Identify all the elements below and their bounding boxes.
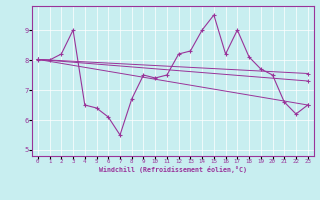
- X-axis label: Windchill (Refroidissement éolien,°C): Windchill (Refroidissement éolien,°C): [99, 166, 247, 173]
